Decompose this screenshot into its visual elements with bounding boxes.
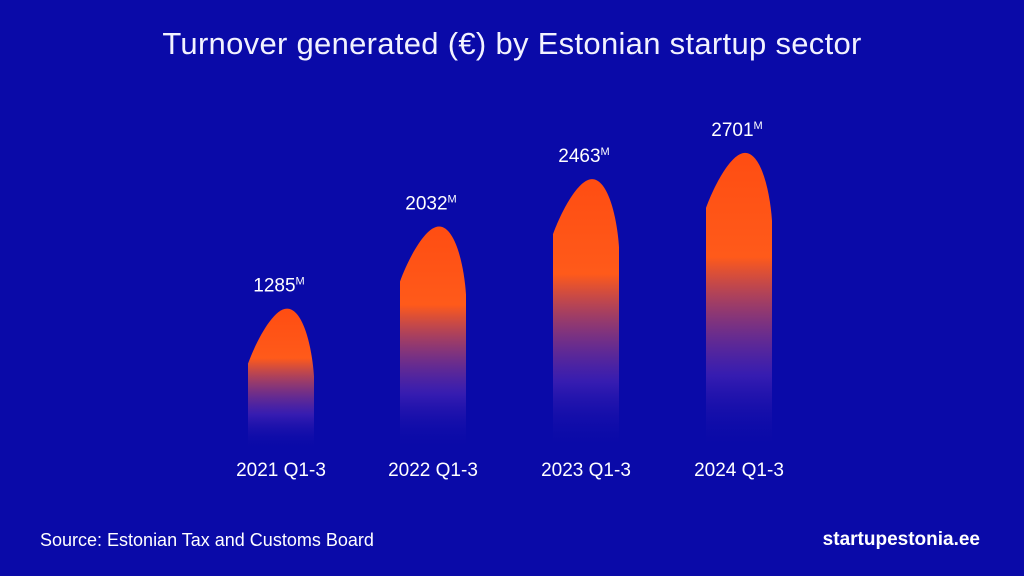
chart-title: Turnover generated (€) by Estonian start…	[162, 26, 862, 61]
category-label: 2022 Q1-3	[388, 460, 478, 481]
value-label: 2701M	[711, 120, 762, 141]
category-label: 2021 Q1-3	[236, 460, 326, 481]
bar-2021-q1-3	[248, 308, 314, 450]
value-label: 2463M	[558, 146, 609, 167]
bar-2022-q1-3	[400, 226, 466, 450]
category-label: 2024 Q1-3	[694, 460, 784, 481]
category-label: 2023 Q1-3	[541, 460, 631, 481]
bar-2024-q1-3	[706, 152, 772, 450]
value-label: 1285M	[253, 276, 304, 297]
brand-link[interactable]: startupestonia.ee	[822, 529, 980, 550]
value-labels-layer: 1285M 2032M 2463M 2701M	[253, 120, 762, 297]
bars-layer	[248, 152, 772, 450]
category-labels-layer: 2021 Q1-3 2022 Q1-3 2023 Q1-3 2024 Q1-3	[236, 460, 784, 481]
source-note: Source: Estonian Tax and Customs Board	[40, 530, 374, 550]
value-label: 2032M	[405, 193, 456, 214]
bar-2023-q1-3	[553, 179, 619, 450]
